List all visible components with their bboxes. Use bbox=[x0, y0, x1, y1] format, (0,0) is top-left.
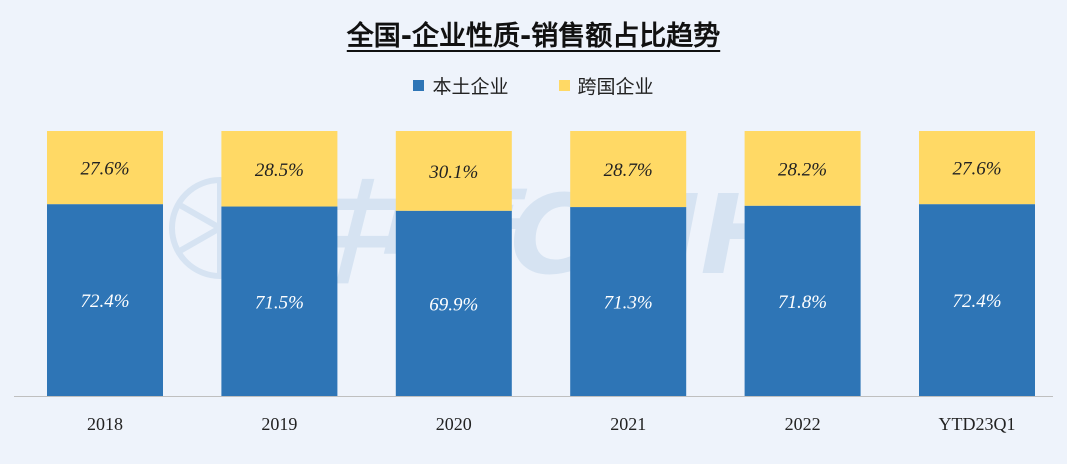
legend-label-multinational: 跨国企业 bbox=[577, 76, 654, 98]
legend-swatch-local bbox=[413, 80, 425, 91]
watermark-text: 中康CMH bbox=[290, 171, 792, 298]
x-tick-label-2018: 2018 bbox=[87, 414, 123, 434]
data-label-local-2019: 71.5% bbox=[255, 292, 304, 313]
bar-local-YTD23Q1 bbox=[919, 204, 1035, 396]
legend: 本土企业 跨国企业 bbox=[0, 72, 1067, 99]
legend-item-multinational: 跨国企业 bbox=[558, 72, 654, 99]
bar-multinational-2018 bbox=[47, 131, 163, 205]
legend-item-local: 本土企业 bbox=[413, 72, 509, 99]
data-label-local-2022: 71.8% bbox=[778, 292, 827, 313]
bar-local-2021 bbox=[570, 207, 687, 396]
chart-title: 全国-企业性质-销售额占比趋势 bbox=[346, 21, 721, 52]
data-label-multinational-2018: 27.6% bbox=[80, 159, 129, 180]
data-label-multinational-2022: 28.2% bbox=[778, 159, 827, 180]
legend-label-local: 本土企业 bbox=[432, 76, 509, 98]
bar-multinational-2021 bbox=[570, 131, 687, 208]
data-label-multinational-2021: 28.7% bbox=[604, 160, 653, 181]
data-label-multinational-2019: 28.5% bbox=[255, 160, 304, 181]
bar-local-2020 bbox=[395, 210, 512, 396]
bar-multinational-YTD23Q1 bbox=[919, 131, 1035, 205]
bar-local-2022 bbox=[744, 205, 861, 396]
data-label-multinational-2020: 30.1% bbox=[428, 162, 478, 183]
x-tick-label-2021: 2021 bbox=[610, 414, 646, 434]
bar-multinational-2020 bbox=[395, 131, 512, 211]
x-tick-label-2022: 2022 bbox=[785, 414, 821, 434]
x-tick-label-YTD23Q1: YTD23Q1 bbox=[939, 414, 1016, 434]
bar-multinational-2019 bbox=[221, 131, 338, 207]
x-tick-label-2019: 2019 bbox=[261, 414, 297, 434]
x-tick-label-2020: 2020 bbox=[436, 414, 472, 434]
data-label-local-2021: 71.3% bbox=[604, 293, 653, 314]
bar-multinational-2022 bbox=[744, 131, 861, 206]
bar-local-2018 bbox=[47, 204, 163, 396]
bar-local-2019 bbox=[221, 206, 338, 396]
data-label-local-2018: 72.4% bbox=[80, 291, 129, 312]
data-label-multinational-YTD23Q1: 27.6% bbox=[952, 159, 1001, 180]
data-label-local-2020: 69.9% bbox=[429, 294, 478, 315]
data-label-local-YTD23Q1: 72.4% bbox=[952, 291, 1001, 312]
legend-swatch-multinational bbox=[558, 80, 570, 91]
